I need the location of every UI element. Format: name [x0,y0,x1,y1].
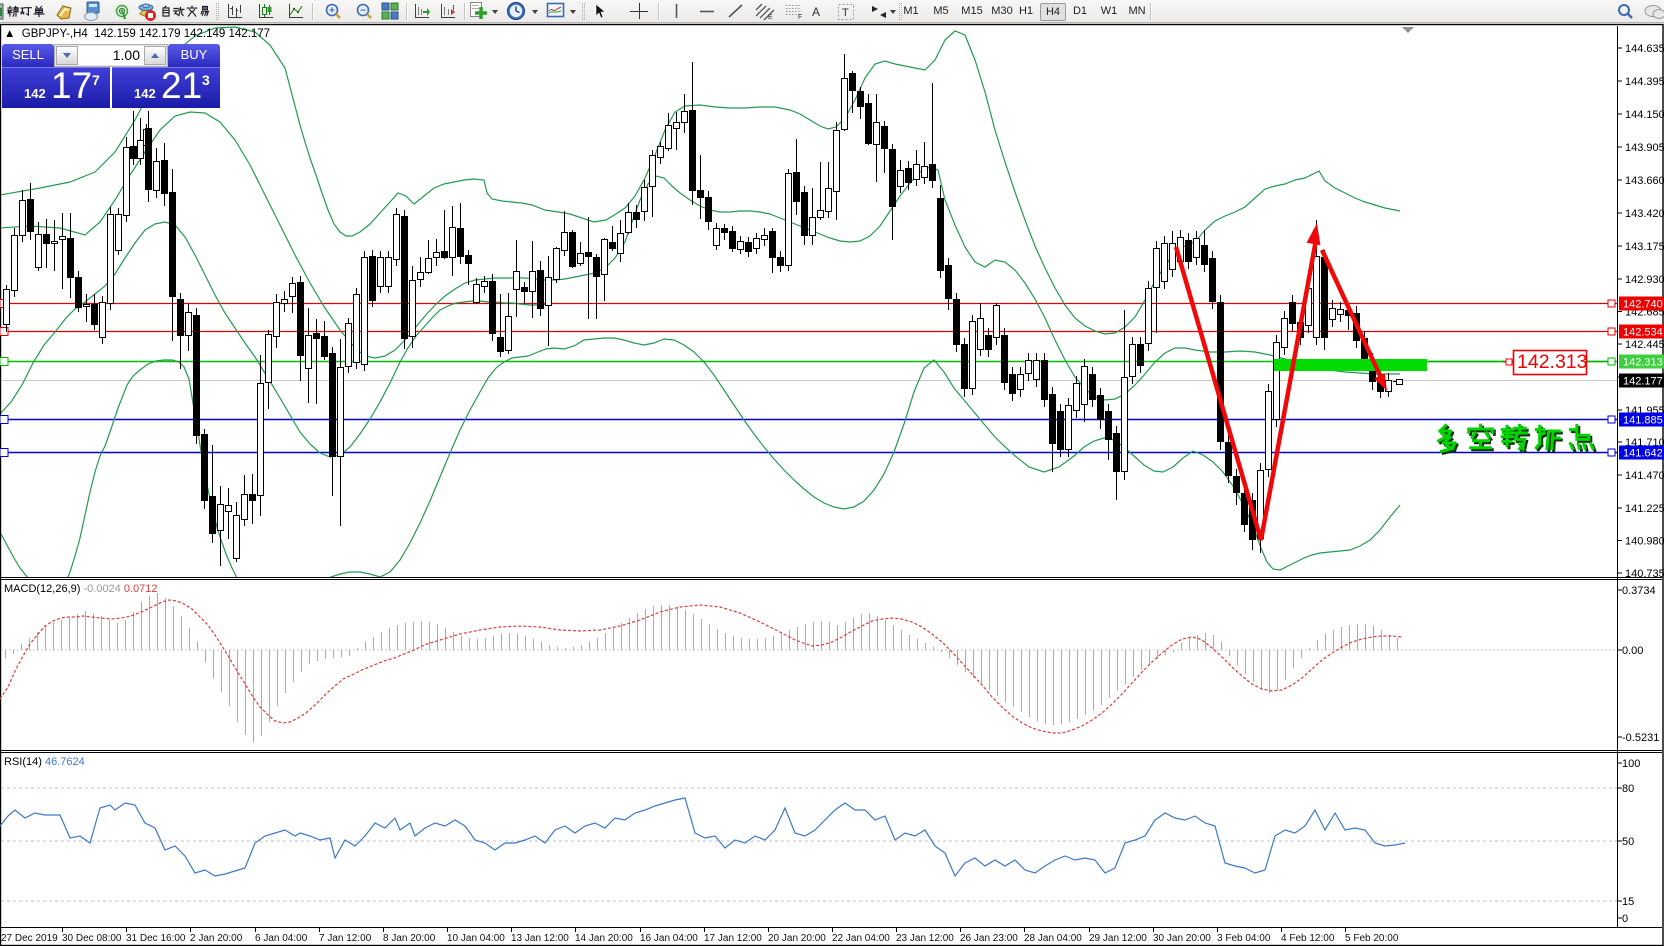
svg-text:142.313: 142.313 [1623,357,1663,369]
svg-text:14 Jan 20:00: 14 Jan 20:00 [575,933,633,944]
svg-text:144.150: 144.150 [1625,109,1664,121]
svg-text:10 Jan 04:00: 10 Jan 04:00 [447,933,505,944]
svg-text:5 Feb 20:00: 5 Feb 20:00 [1345,933,1399,944]
svg-text:7 Jan 12:00: 7 Jan 12:00 [319,933,372,944]
svg-text:143.420: 143.420 [1625,208,1664,220]
svg-text:140.735: 140.735 [1625,568,1664,580]
svg-text:2 Jan 20:00: 2 Jan 20:00 [190,933,243,944]
svg-text:142.740: 142.740 [1623,299,1663,311]
svg-text:142.445: 142.445 [1625,339,1664,351]
svg-text:143.175: 143.175 [1625,241,1664,253]
svg-text:141.470: 141.470 [1625,470,1664,482]
svg-text:22 Jan 04:00: 22 Jan 04:00 [832,933,890,944]
svg-text:13 Jan 12:00: 13 Jan 12:00 [511,933,569,944]
svg-text:143.660: 143.660 [1625,175,1664,187]
svg-text:15: 15 [1622,896,1634,908]
svg-text:3 Feb 04:00: 3 Feb 04:00 [1217,933,1271,944]
svg-text:RSI(14) 46.7624: RSI(14) 46.7624 [4,756,85,768]
svg-text:100: 100 [1622,758,1640,770]
svg-text:27 Dec 2019: 27 Dec 2019 [1,933,58,944]
svg-text:28 Jan 04:00: 28 Jan 04:00 [1024,933,1082,944]
svg-text:80: 80 [1622,783,1634,795]
svg-text:30 Dec 08:00: 30 Dec 08:00 [62,933,122,944]
svg-text:T: T [842,7,849,19]
svg-text:A: A [812,5,820,19]
svg-text:23 Jan 12:00: 23 Jan 12:00 [896,933,954,944]
svg-text:4 Feb 12:00: 4 Feb 12:00 [1281,933,1335,944]
svg-text:50: 50 [1622,836,1634,848]
svg-text:−: − [360,6,366,17]
svg-text:141.642: 141.642 [1623,448,1663,460]
svg-text:8 Jan 20:00: 8 Jan 20:00 [383,933,436,944]
svg-text:144.635: 144.635 [1625,43,1664,55]
svg-text:17 Jan 12:00: 17 Jan 12:00 [704,933,762,944]
svg-text:142.534: 142.534 [1623,327,1663,339]
svg-text:20 Jan 20:00: 20 Jan 20:00 [768,933,826,944]
svg-text:0: 0 [1622,913,1628,925]
svg-text:-0.5231: -0.5231 [1622,732,1659,744]
svg-text:16 Jan 04:00: 16 Jan 04:00 [640,933,698,944]
svg-text:141.225: 141.225 [1625,503,1664,515]
svg-text:142.177: 142.177 [1623,376,1663,388]
svg-text:141.885: 141.885 [1623,415,1663,427]
svg-text:0.3734: 0.3734 [1622,585,1656,597]
svg-text:31 Dec 16:00: 31 Dec 16:00 [126,933,186,944]
svg-text:140.980: 140.980 [1625,536,1664,548]
svg-text:E: E [768,14,773,21]
svg-text:29 Jan 12:00: 29 Jan 12:00 [1089,933,1147,944]
svg-text:26 Jan 23:00: 26 Jan 23:00 [960,933,1018,944]
svg-text:143.905: 143.905 [1625,142,1664,154]
svg-text:144.395: 144.395 [1625,76,1664,88]
svg-text:MACD(12,26,9) -0.0024 0.0712: MACD(12,26,9) -0.0024 0.0712 [4,583,158,595]
svg-text:6 Jan 04:00: 6 Jan 04:00 [255,933,308,944]
svg-text:30 Jan 20:00: 30 Jan 20:00 [1153,933,1211,944]
svg-text:+: + [329,6,335,17]
svg-text:142.930: 142.930 [1625,274,1664,286]
svg-text:F: F [798,14,802,21]
svg-text:142.313: 142.313 [1517,351,1588,373]
svg-text:0.00: 0.00 [1622,645,1643,657]
